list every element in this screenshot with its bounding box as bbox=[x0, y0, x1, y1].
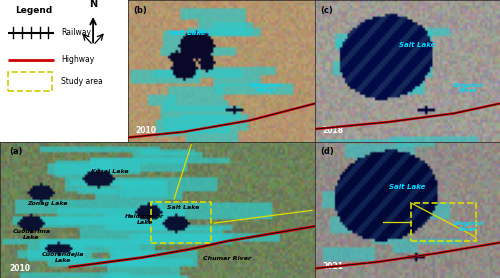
Text: Qingshui
River: Qingshui River bbox=[250, 83, 282, 93]
Text: (b): (b) bbox=[133, 6, 147, 15]
Text: 2021: 2021 bbox=[322, 262, 344, 271]
Text: 2010: 2010 bbox=[10, 264, 30, 272]
Text: Salt Lake: Salt Lake bbox=[398, 42, 435, 48]
Text: (d): (d) bbox=[320, 147, 334, 156]
Text: Salt Lake: Salt Lake bbox=[170, 30, 205, 36]
Text: Salt Lake: Salt Lake bbox=[166, 205, 199, 210]
Text: Chumar River: Chumar River bbox=[202, 256, 251, 261]
Bar bbox=[151, 202, 211, 243]
Text: Cuodarima
Lake: Cuodarima Lake bbox=[12, 229, 51, 240]
Text: Kusai Lake: Kusai Lake bbox=[92, 169, 129, 174]
Text: Qingshui
River: Qingshui River bbox=[453, 221, 484, 232]
Bar bbox=[411, 203, 476, 241]
Text: 2018: 2018 bbox=[322, 126, 344, 135]
Bar bbox=[8, 72, 52, 91]
Text: Study area: Study area bbox=[61, 77, 103, 86]
Text: N: N bbox=[89, 0, 97, 9]
Text: Legend: Legend bbox=[16, 6, 52, 15]
Text: (c): (c) bbox=[320, 6, 334, 15]
Text: 2010: 2010 bbox=[135, 126, 156, 135]
Text: (a): (a) bbox=[10, 147, 23, 156]
Text: Zonag Lake: Zonag Lake bbox=[27, 201, 68, 205]
Text: Highway: Highway bbox=[61, 55, 94, 64]
Text: Salt Lake: Salt Lake bbox=[390, 184, 426, 190]
Text: Railway: Railway bbox=[61, 28, 91, 37]
Text: Qingshui
River: Qingshui River bbox=[453, 83, 484, 93]
Text: Haidingnor
Lake: Haidingnor Lake bbox=[126, 214, 164, 225]
Text: Cuorendejia
Lake: Cuorendejia Lake bbox=[42, 252, 84, 263]
